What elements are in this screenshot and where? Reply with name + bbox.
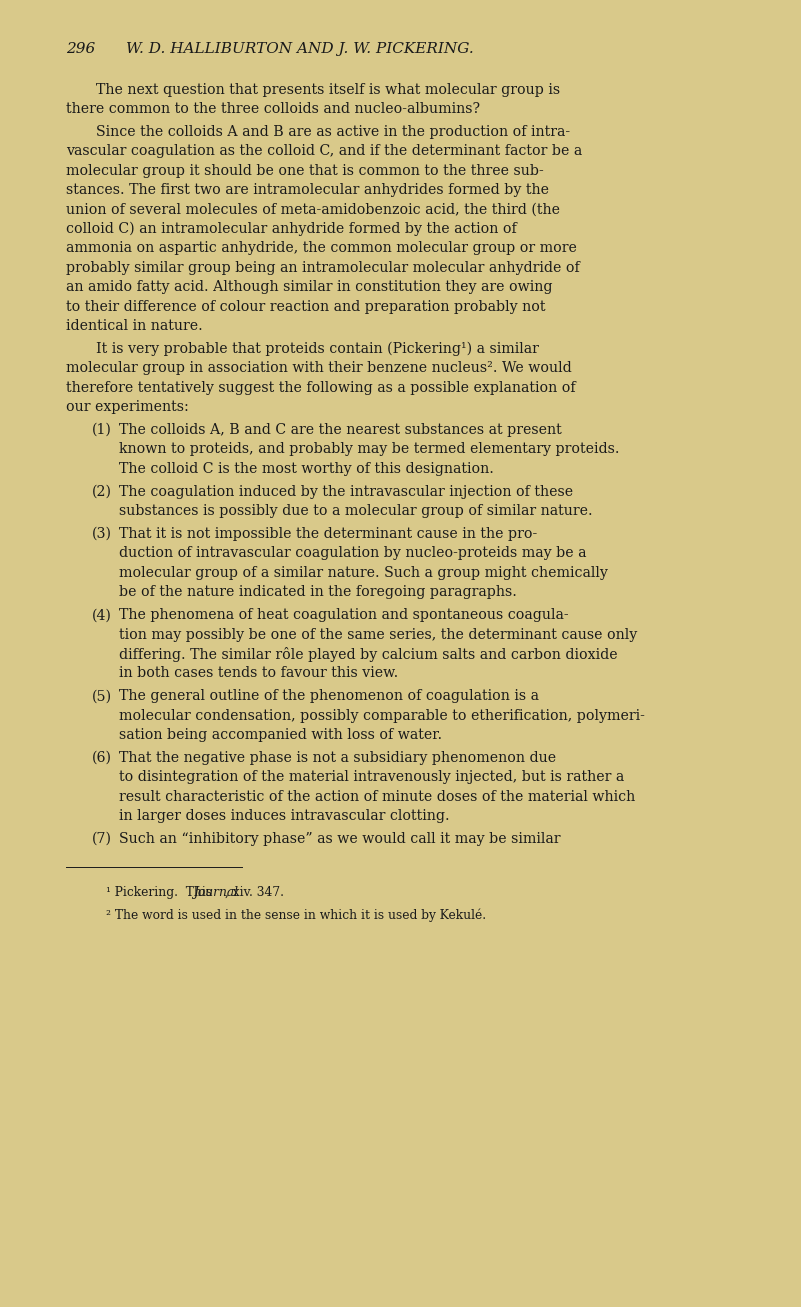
Text: (2): (2) [92, 485, 112, 499]
Text: (7): (7) [92, 833, 112, 846]
Text: It is very probable that proteids contain (Pickering¹) a similar: It is very probable that proteids contai… [96, 342, 539, 357]
Text: to their difference of colour reaction and preparation probably not: to their difference of colour reaction a… [66, 299, 545, 314]
Text: identical in nature.: identical in nature. [66, 319, 203, 333]
Text: in both cases tends to favour this view.: in both cases tends to favour this view. [119, 667, 398, 681]
Text: result characteristic of the action of minute doses of the material which: result characteristic of the action of m… [119, 789, 635, 804]
Text: , xiv. 347.: , xiv. 347. [225, 886, 284, 899]
Text: molecular condensation, possibly comparable to etherification, polymeri-: molecular condensation, possibly compara… [119, 708, 645, 723]
Text: differing. The similar rôle played by calcium salts and carbon dioxide: differing. The similar rôle played by ca… [119, 647, 618, 661]
Text: sation being accompanied with loss of water.: sation being accompanied with loss of wa… [119, 728, 441, 742]
Text: substances is possibly due to a molecular group of similar nature.: substances is possibly due to a molecula… [119, 505, 592, 518]
Text: there common to the three colloids and nucleo-albumins?: there common to the three colloids and n… [66, 102, 480, 116]
Text: in larger doses induces intravascular clotting.: in larger doses induces intravascular cl… [119, 809, 449, 823]
Text: be of the nature indicated in the foregoing paragraphs.: be of the nature indicated in the forego… [119, 586, 517, 600]
Text: W. D. HALLIBURTON AND J. W. PICKERING.: W. D. HALLIBURTON AND J. W. PICKERING. [126, 42, 473, 56]
Text: an amido fatty acid. Although similar in constitution they are owing: an amido fatty acid. Although similar in… [66, 280, 552, 294]
Text: molecular group in association with their benzene nucleus². We would: molecular group in association with thei… [66, 361, 571, 375]
Text: tion may possibly be one of the same series, the determinant cause only: tion may possibly be one of the same ser… [119, 627, 637, 642]
Text: That it is not impossible the determinant cause in the pro-: That it is not impossible the determinan… [119, 527, 537, 541]
Text: our experiments:: our experiments: [66, 400, 188, 414]
Text: ammonia on aspartic anhydride, the common molecular group or more: ammonia on aspartic anhydride, the commo… [66, 242, 577, 255]
Text: (4): (4) [92, 608, 112, 622]
Text: stances. The first two are intramolecular anhydrides formed by the: stances. The first two are intramolecula… [66, 183, 549, 197]
Text: Such an “inhibitory phase” as we would call it may be similar: Such an “inhibitory phase” as we would c… [119, 833, 560, 846]
Text: probably similar group being an intramolecular molecular anhydride of: probably similar group being an intramol… [66, 261, 579, 274]
Text: known to proteids, and probably may be termed elementary proteids.: known to proteids, and probably may be t… [119, 443, 619, 456]
Text: union of several molecules of meta-amidobenzoic acid, the third (the: union of several molecules of meta-amido… [66, 203, 560, 217]
Text: The general outline of the phenomenon of coagulation is a: The general outline of the phenomenon of… [119, 689, 538, 703]
Text: (1): (1) [92, 423, 112, 437]
Text: molecular group it should be one that is common to the three sub-: molecular group it should be one that is… [66, 163, 543, 178]
Text: The next question that presents itself is what molecular group is: The next question that presents itself i… [96, 82, 560, 97]
Text: (3): (3) [92, 527, 112, 541]
Text: The phenomena of heat coagulation and spontaneous coagula-: The phenomena of heat coagulation and sp… [119, 608, 568, 622]
Text: vascular coagulation as the colloid C, and if the determinant factor be a: vascular coagulation as the colloid C, a… [66, 144, 582, 158]
Text: (5): (5) [92, 689, 112, 703]
Text: (6): (6) [92, 752, 112, 765]
Text: ¹ Pickering.  This: ¹ Pickering. This [106, 886, 215, 899]
Text: Journal: Journal [193, 886, 238, 899]
Text: Since the colloids A and B are as active in the production of intra-: Since the colloids A and B are as active… [96, 125, 570, 139]
Text: therefore tentatively suggest the following as a possible explanation of: therefore tentatively suggest the follow… [66, 380, 575, 395]
Text: ² The word is used in the sense in which it is used by Kekulé.: ² The word is used in the sense in which… [106, 908, 486, 921]
Text: to disintegration of the material intravenously injected, but is rather a: to disintegration of the material intrav… [119, 770, 624, 784]
Text: duction of intravascular coagulation by nucleo-proteids may be a: duction of intravascular coagulation by … [119, 546, 586, 561]
Text: The coagulation induced by the intravascular injection of these: The coagulation induced by the intravasc… [119, 485, 573, 499]
Text: The colloids A, B and C are the nearest substances at present: The colloids A, B and C are the nearest … [119, 423, 562, 437]
Text: molecular group of a similar nature. Such a group might chemically: molecular group of a similar nature. Suc… [119, 566, 607, 580]
Text: 296: 296 [66, 42, 95, 56]
Text: colloid C) an intramolecular anhydride formed by the action of: colloid C) an intramolecular anhydride f… [66, 222, 517, 237]
Text: That the negative phase is not a subsidiary phenomenon due: That the negative phase is not a subsidi… [119, 752, 556, 765]
Text: The colloid C is the most worthy of this designation.: The colloid C is the most worthy of this… [119, 461, 493, 476]
